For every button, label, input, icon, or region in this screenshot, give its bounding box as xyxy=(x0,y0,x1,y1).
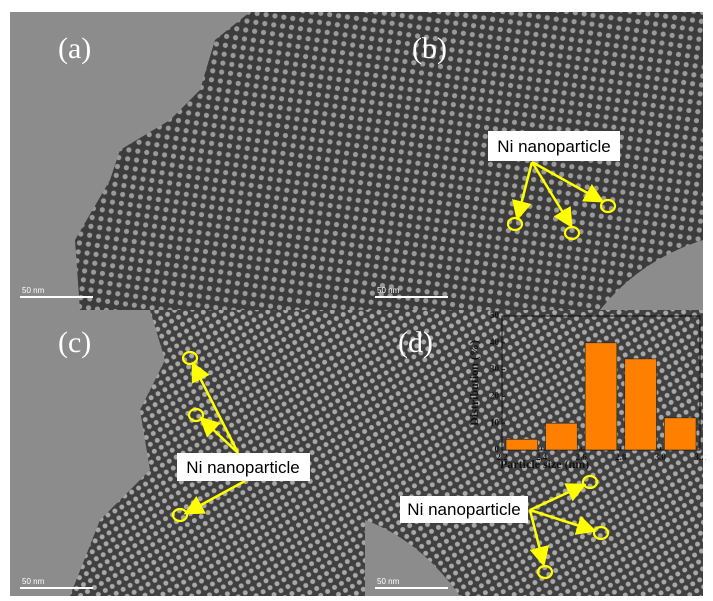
annotation: Ni nanoparticle xyxy=(497,137,610,156)
bar xyxy=(546,423,578,450)
scale-bar-label: 50 nm xyxy=(377,286,400,295)
scale-bar-label: 50 nm xyxy=(377,577,400,586)
panel-label: (b) xyxy=(412,32,447,65)
panel-c: (c) 50 nm Ni nanoparticle xyxy=(10,310,365,596)
panel-label: (c) xyxy=(58,326,91,359)
y-tick-label: 50 xyxy=(490,310,500,320)
x-tick-label: 2.2 xyxy=(496,452,508,462)
y-axis-label: Distribution (%) xyxy=(467,340,481,426)
annotation: Ni nanoparticle xyxy=(407,500,520,519)
panel-label: (d) xyxy=(398,326,433,359)
panel-label: (a) xyxy=(58,32,91,65)
bar xyxy=(585,343,617,450)
y-tick-label: 20 xyxy=(490,390,500,400)
panel-a: (a) 50 nm xyxy=(10,12,365,310)
y-tick-label: 10 xyxy=(490,417,500,427)
scale-bar-label: 50 nm xyxy=(22,577,45,586)
figure: (a) 50 nm (b) 50 nm Ni nanoparticle (c) … xyxy=(0,0,713,601)
panel-b: (b) 50 nm Ni nanoparticle xyxy=(365,12,703,310)
x-tick-label: 2.6 xyxy=(576,452,588,462)
scale-bar-label: 50 nm xyxy=(22,286,45,295)
x-tick-label: 2.4 xyxy=(536,452,548,462)
bar xyxy=(506,439,538,450)
y-tick-label: 30 xyxy=(490,364,500,374)
bar xyxy=(625,359,657,450)
annotation: Ni nanoparticle xyxy=(186,458,299,477)
bar xyxy=(664,418,696,450)
x-tick-label: 2.8 xyxy=(615,452,627,462)
y-tick-label: 40 xyxy=(490,337,500,347)
panel-d: (d) 50 nm Ni nanoparticle xyxy=(365,310,703,596)
x-tick-label: 3.0 xyxy=(655,452,667,462)
